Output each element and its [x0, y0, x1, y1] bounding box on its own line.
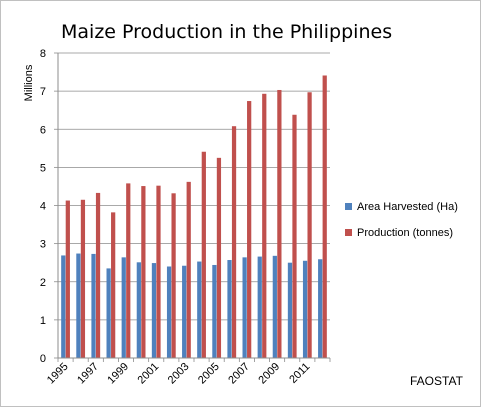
x-tick-label: 1999	[105, 361, 131, 387]
x-tick-label: 2005	[196, 361, 222, 387]
chart-title: Maize Production in the Philippines	[61, 21, 392, 43]
gridlines	[58, 52, 330, 321]
x-tick-label: 1995	[45, 361, 71, 387]
bar-area-harvested-1996	[76, 253, 81, 358]
bar-area-harvested-2010	[287, 262, 293, 358]
y-tick-label: 3	[40, 239, 46, 251]
y-tick-label: 5	[40, 162, 46, 174]
bar-area-harvested-2008	[257, 256, 262, 358]
bar-production-2001	[156, 185, 161, 358]
bar-production-2006	[231, 126, 237, 358]
bar-production-1996	[80, 199, 86, 358]
x-tick-label: 2009	[256, 361, 282, 387]
bar-area-harvested-2000	[136, 262, 141, 358]
bar-production-2009	[277, 89, 282, 358]
x-tick-label: 1997	[75, 361, 101, 387]
bar-production-2004	[201, 151, 206, 358]
bar-production-2000	[141, 186, 146, 358]
axes	[54, 52, 331, 362]
bar-production-2011	[307, 92, 312, 359]
bar-area-harvested-1997	[91, 253, 96, 358]
bar-area-harvested-2004	[197, 261, 202, 358]
y-tick-label: 6	[40, 124, 46, 136]
bar-production-1995	[65, 200, 70, 358]
legend-label-production: Production (tonnes)	[357, 227, 453, 239]
bar-production-2010	[292, 114, 297, 358]
bar-area-harvested-1995	[61, 255, 66, 358]
y-tick-label: 4	[40, 201, 46, 213]
bar-area-harvested-2011	[302, 260, 308, 358]
bar-area-harvested-1999	[121, 257, 126, 358]
y-tick-label: 1	[40, 315, 46, 327]
bar-production-1997	[95, 192, 101, 358]
y-tick-label: 8	[40, 48, 46, 60]
bar-production-2003	[186, 181, 191, 358]
y-tick-label: 7	[40, 86, 46, 98]
y-tick-label: 2	[40, 277, 46, 289]
x-tick-label: 2003	[166, 361, 192, 387]
legend-swatch-production	[345, 229, 352, 236]
bar-production-2002	[171, 193, 176, 358]
bar-production-2012	[322, 75, 327, 359]
bar-production-2008	[262, 93, 267, 358]
x-tick-labels: 1995 1997 1999 2001 2003 2005 2007 2009 2011	[45, 361, 313, 387]
legend: Area Harvested (Ha) Production (tonnes)	[345, 201, 458, 239]
x-tick-label: 2007	[226, 361, 252, 387]
bar-production-2005	[216, 157, 222, 358]
bar-area-harvested-2001	[151, 263, 157, 358]
bar-production-1999	[126, 183, 131, 358]
x-tick-label: 2011	[287, 361, 312, 386]
bar-area-harvested-2012	[318, 259, 323, 358]
y-tick-label: 0	[40, 353, 46, 365]
bar-production-2007	[247, 101, 252, 358]
bar-area-harvested-2002	[166, 266, 172, 358]
bar-production-1998	[111, 212, 116, 358]
legend-swatch-area-harvested	[345, 203, 352, 210]
legend-label-area-harvested: Area Harvested (Ha)	[357, 201, 458, 213]
bar-area-harvested-2007	[242, 257, 247, 358]
y-axis-title: Millions	[23, 64, 35, 101]
bar-area-harvested-2006	[227, 260, 232, 358]
bar-area-harvested-2005	[212, 264, 217, 358]
bar-area-harvested-2003	[182, 265, 187, 358]
x-tick-label: 2001	[136, 361, 162, 387]
bar-area-harvested-1998	[106, 268, 111, 358]
bars	[61, 75, 327, 359]
bar-area-harvested-2009	[272, 255, 277, 358]
source-note: FAOSTAT	[410, 374, 464, 388]
y-tick-labels: 0 1 2 3 4 5 6 7 8	[40, 48, 46, 365]
